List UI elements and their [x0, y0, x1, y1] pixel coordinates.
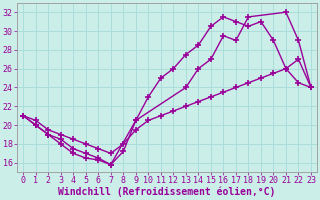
X-axis label: Windchill (Refroidissement éolien,°C): Windchill (Refroidissement éolien,°C) — [58, 187, 276, 197]
